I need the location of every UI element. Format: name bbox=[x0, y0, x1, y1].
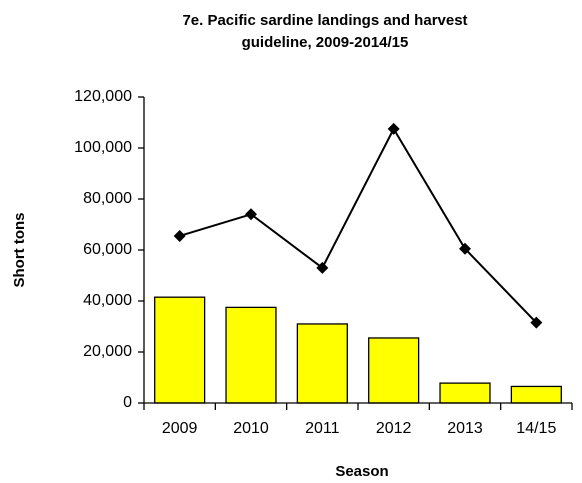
bar bbox=[154, 296, 206, 404]
x-tick-label: 14/15 bbox=[516, 420, 556, 437]
x-tick-label: 2013 bbox=[447, 420, 483, 437]
y-tick-label: 20,000 bbox=[83, 343, 132, 360]
y-tick-label: 0 bbox=[123, 394, 132, 411]
y-tick-label: 120,000 bbox=[74, 88, 132, 105]
x-tick-label: 2011 bbox=[305, 420, 340, 437]
bar bbox=[225, 306, 277, 404]
y-tick-label: 100,000 bbox=[74, 139, 132, 156]
x-tick-label: 2010 bbox=[233, 420, 269, 437]
bar bbox=[439, 382, 491, 404]
bar bbox=[296, 323, 348, 404]
marker bbox=[387, 122, 400, 135]
x-axis-title: Season bbox=[335, 463, 388, 480]
marker bbox=[459, 242, 471, 255]
x-tick-label: 2009 bbox=[162, 420, 198, 437]
marker bbox=[530, 316, 543, 329]
marker bbox=[245, 208, 257, 221]
bar bbox=[368, 337, 420, 404]
marker bbox=[316, 261, 329, 274]
chart-title: 7e. Pacific sardine landings and harvest… bbox=[182, 12, 468, 51]
bar bbox=[510, 385, 562, 404]
y-axis-title: Short tons bbox=[11, 213, 28, 288]
y-tick-label: 60,000 bbox=[83, 241, 132, 258]
x-tick-label: 2012 bbox=[376, 420, 412, 437]
y-tick-label: 40,000 bbox=[83, 292, 132, 309]
line bbox=[179, 126, 538, 324]
y-tick-label: 80,000 bbox=[83, 190, 132, 207]
marker bbox=[173, 229, 186, 242]
